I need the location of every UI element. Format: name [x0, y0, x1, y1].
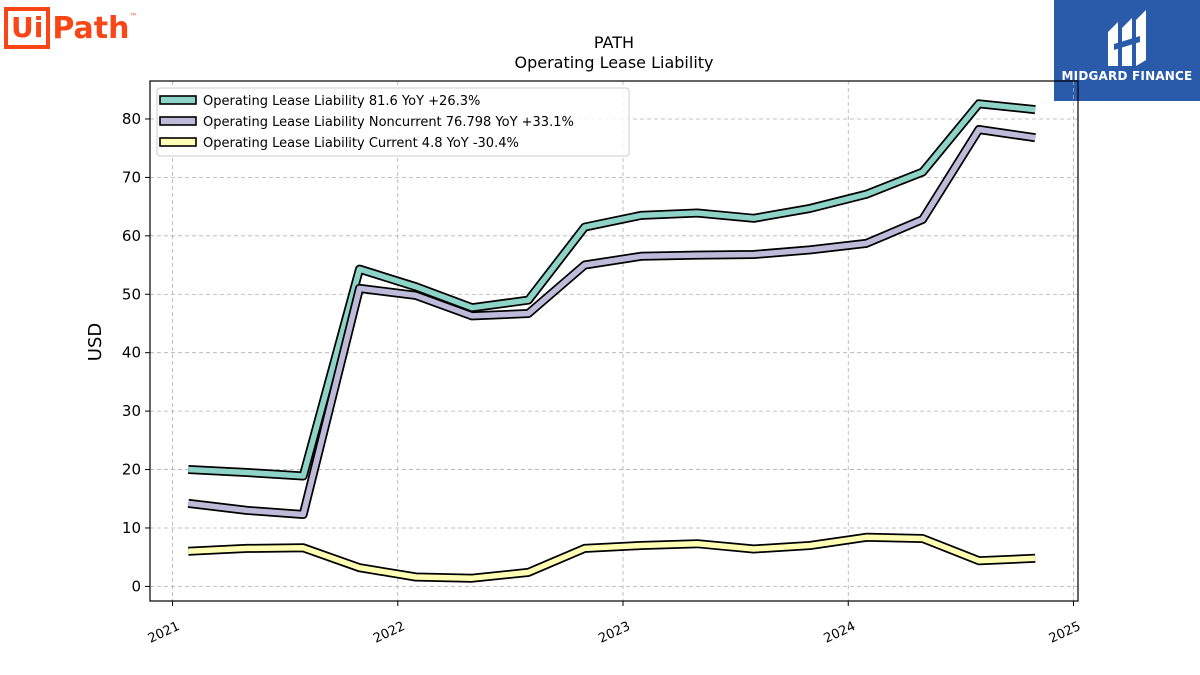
midgard-brand-text: MIDGARD FINANCE: [1061, 69, 1193, 83]
y-tick-label: 40: [122, 344, 141, 362]
y-tick-label: 30: [122, 402, 141, 420]
uipath-logo-ui: Ui: [4, 7, 51, 49]
uipath-logo-tm: ™: [129, 12, 138, 21]
y-tick-label: 10: [122, 519, 141, 537]
legend: Operating Lease Liability 81.6 YoY +26.3…: [156, 87, 630, 157]
legend-box: [156, 87, 630, 157]
series-outline-3: [188, 532, 1036, 583]
grid: [150, 81, 1078, 601]
series-outline-1: [188, 99, 1036, 481]
plot-frame: [149, 80, 1079, 602]
legend-label-1: Operating Lease Liability 81.6 YoY +26.3…: [203, 94, 480, 109]
y-tick-label: 60: [122, 227, 141, 245]
legend-label-2: Operating Lease Liability Noncurrent 76.…: [203, 115, 574, 130]
x-tick-label: 2023: [596, 619, 632, 647]
y-tick-label: 80: [122, 110, 141, 128]
legend-label-3: Operating Lease Liability Current 4.8 Yo…: [203, 136, 519, 151]
chart-title: PATH: [594, 33, 634, 52]
x-tick-label: 2025: [1047, 619, 1083, 647]
y-tick-label: 20: [122, 461, 141, 479]
legend-swatch-3: [159, 137, 197, 147]
y-tick-label: 0: [131, 577, 141, 595]
legend-swatch-1: [159, 95, 197, 105]
y-tick-label: 70: [122, 168, 141, 186]
uipath-logo-path: Path: [52, 10, 130, 46]
x-tick-label: 2021: [146, 619, 182, 647]
x-tick-label: 2024: [822, 619, 858, 647]
midgard-mark-icon: [1108, 10, 1146, 66]
legend-swatch-2: [159, 116, 197, 126]
y-tick-label: 50: [122, 285, 141, 303]
series-line-3: [188, 534, 1036, 581]
uipath-logo: Ui Path ™: [4, 4, 137, 52]
x-tick-label: 2022: [371, 619, 407, 647]
series-lines: [187, 99, 1036, 583]
chart-subtitle: Operating Lease Liability: [514, 53, 713, 72]
y-axis-title: USD: [85, 323, 106, 361]
series-line-1: [188, 101, 1036, 479]
series-line-2: [187, 126, 1036, 518]
